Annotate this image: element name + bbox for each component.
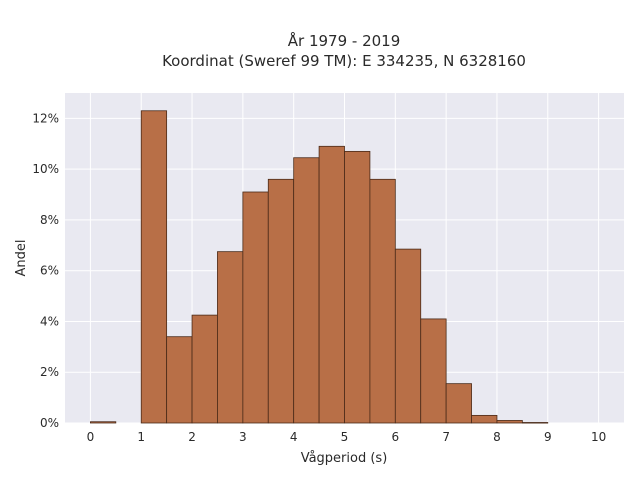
chart-title-line-1: År 1979 - 2019 [288, 31, 401, 50]
x-tick-label: 2 [188, 430, 196, 444]
y-tick-label: 8% [40, 213, 59, 227]
histogram-bar [394, 248, 422, 424]
x-tick-label: 1 [137, 430, 145, 444]
x-tick-label: 5 [341, 430, 349, 444]
chart-title-line-2: Koordinat (Sweref 99 TM): E 334235, N 63… [162, 52, 526, 70]
histogram-bar [166, 336, 193, 424]
histogram-bar [217, 251, 244, 424]
bars [90, 110, 549, 424]
histogram-bar [369, 178, 396, 424]
histogram-bar [471, 414, 498, 424]
y-tick-label: 12% [32, 111, 59, 125]
x-tick-label: 6 [391, 430, 399, 444]
y-tick-label: 2% [40, 365, 59, 379]
x-tick-label: 10 [591, 430, 606, 444]
x-tick-label: 8 [493, 430, 501, 444]
x-tick-label: 7 [442, 430, 450, 444]
histogram-bar [344, 150, 371, 424]
x-tick-label: 4 [290, 430, 298, 444]
x-tick-label: 0 [87, 430, 95, 444]
y-tick-label: 0% [40, 416, 59, 430]
histogram-bar [445, 383, 472, 424]
histogram-bar [267, 178, 295, 424]
histogram-bar [521, 422, 549, 424]
histogram-bar [496, 420, 523, 424]
x-axis-ticks: 0 1 2 3 4 5 6 7 8 9 10 [87, 430, 607, 444]
histogram-bar [191, 314, 218, 424]
histogram-bar [318, 145, 345, 424]
x-tick-label: 9 [544, 430, 552, 444]
y-tick-label: 6% [40, 264, 59, 278]
y-axis-label: Andel [14, 240, 29, 277]
histogram-bar [242, 191, 269, 424]
y-tick-label: 10% [32, 162, 59, 176]
histogram-bar [140, 110, 168, 424]
histogram-bar [90, 421, 117, 424]
histogram-bar [293, 157, 320, 424]
y-tick-label: 4% [40, 314, 59, 328]
histogram-bar [420, 318, 447, 424]
x-axis-label: Vågperiod (s) [301, 451, 388, 466]
y-axis-ticks: 0% 2% 4% 6% 8% 10% 12% [32, 111, 59, 430]
x-tick-label: 3 [239, 430, 247, 444]
